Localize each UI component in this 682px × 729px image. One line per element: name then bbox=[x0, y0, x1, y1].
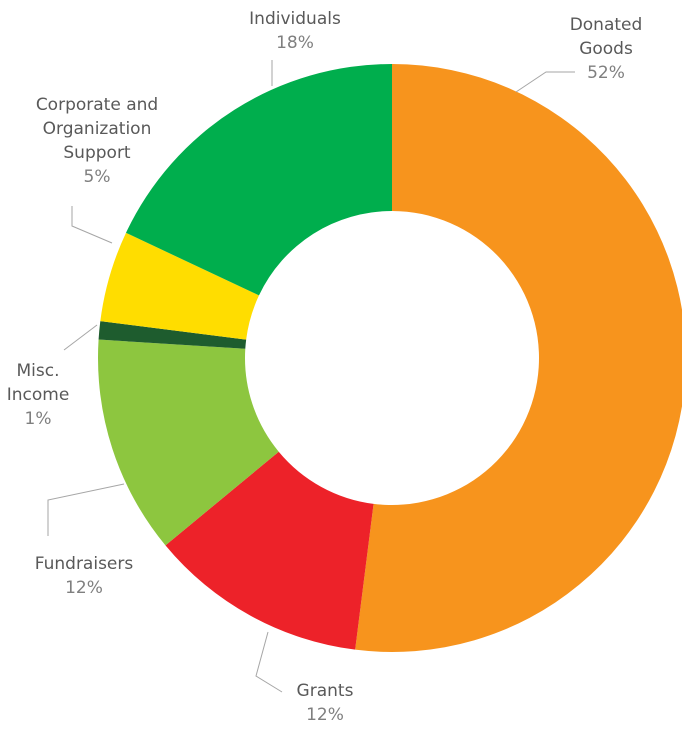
slice-donated-goods bbox=[355, 64, 682, 652]
slice-value-label-donated-goods: 52% bbox=[587, 63, 625, 83]
leader-line-fundraisers bbox=[47, 483, 125, 536]
leader-line-misc-income bbox=[63, 324, 98, 351]
slice-labels: Donated Goods 52% Grants 12% Fundraisers 12% Mi… bbox=[7, 9, 643, 725]
slice-label-corporate-and-organization-support: Organization bbox=[43, 119, 152, 139]
slice-label-individuals: Individuals bbox=[249, 9, 341, 29]
leader-line-donated-goods bbox=[515, 71, 575, 93]
slice-label-corporate-and-organization-support: Corporate and bbox=[36, 95, 158, 115]
slice-label-misc-income: Misc. bbox=[17, 361, 60, 381]
slice-value-label-misc-income: 1% bbox=[25, 409, 52, 429]
slice-label-donated-goods: Goods bbox=[579, 39, 633, 59]
slice-label-fundraisers: Fundraisers bbox=[35, 554, 134, 574]
slice-label-misc-income: Income bbox=[7, 385, 70, 405]
slice-corporate-and-organization-support bbox=[100, 232, 259, 340]
leader-lines bbox=[47, 60, 575, 693]
slice-grants bbox=[165, 451, 374, 650]
slice-value-label-fundraisers: 12% bbox=[65, 578, 103, 598]
slice-misc-income bbox=[98, 321, 247, 349]
leader-line-corporate-and-organization-support bbox=[71, 206, 113, 244]
donut-slices bbox=[98, 64, 682, 652]
slice-label-grants: Grants bbox=[297, 681, 354, 701]
slice-value-label-corporate-and-organization-support: 5% bbox=[84, 167, 111, 187]
leader-line-grants bbox=[255, 631, 283, 693]
slice-individuals bbox=[125, 64, 393, 296]
slice-fundraisers bbox=[98, 339, 279, 546]
slice-label-donated-goods: Donated bbox=[570, 15, 643, 35]
slice-value-label-individuals: 18% bbox=[276, 33, 314, 53]
slice-value-label-grants: 12% bbox=[306, 705, 344, 725]
slice-label-corporate-and-organization-support: Support bbox=[63, 143, 131, 163]
